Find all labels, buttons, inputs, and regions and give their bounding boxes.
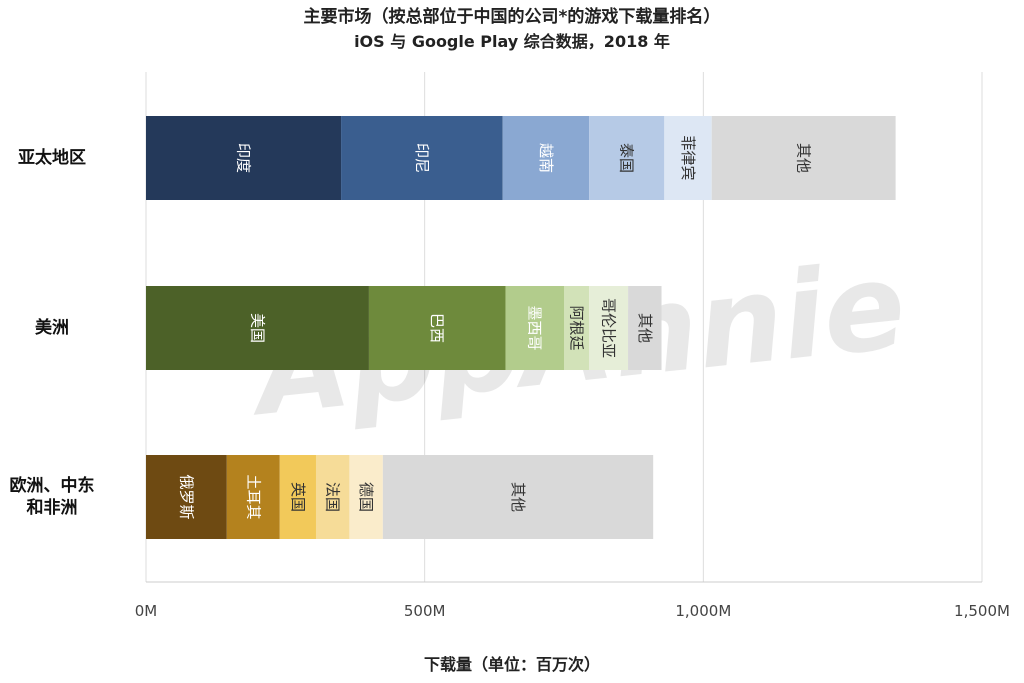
segment-label: 印度	[235, 143, 253, 173]
segment-label: 英国	[289, 482, 307, 512]
bar-segment	[368, 286, 506, 370]
segment-label: 德国	[357, 482, 375, 512]
bar-segment	[664, 116, 712, 200]
segment-label: 其他	[636, 313, 654, 343]
x-tick-label: 0M	[135, 602, 158, 620]
bar-segment	[146, 286, 369, 370]
bar-segment	[628, 286, 662, 370]
segment-label: 哥伦比亚	[600, 298, 618, 358]
x-tick-label: 1,000M	[675, 602, 731, 620]
bar-segment	[505, 286, 564, 370]
segment-label: 法国	[324, 482, 342, 512]
bar-segment	[589, 116, 665, 200]
chart-title: 主要市场（按总部位于中国的公司*的游戏下载量排名）	[304, 6, 721, 27]
category-label: 和非洲	[27, 497, 78, 518]
bar-segment	[146, 455, 227, 539]
bar-segment	[315, 455, 350, 539]
bar-segment	[589, 286, 629, 370]
category-label: 欧洲、中东	[10, 475, 95, 496]
bar-segment	[564, 286, 590, 370]
segment-label: 阿根廷	[568, 305, 586, 350]
x-axis-label: 下载量（单位：百万次）	[424, 655, 600, 674]
bar-segment	[382, 455, 654, 539]
segment-label: 越南	[537, 143, 555, 173]
segment-label: 美国	[248, 313, 266, 343]
segment-label: 印尼	[413, 143, 431, 173]
segment-label: 泰国	[618, 143, 636, 173]
segment-label: 巴西	[428, 313, 446, 343]
bar-segment	[226, 455, 280, 539]
segment-label: 俄罗斯	[177, 474, 195, 519]
segment-label: 其他	[795, 143, 813, 173]
segment-label: 墨西哥	[526, 305, 544, 350]
bar-segment	[349, 455, 383, 539]
segment-label: 菲律宾	[679, 135, 697, 180]
bar-segment	[711, 116, 896, 200]
segment-label: 土耳其	[244, 474, 262, 519]
bar-segment	[341, 116, 503, 200]
category-label: 亚太地区	[18, 147, 86, 168]
bar-segment	[279, 455, 316, 539]
x-tick-label: 500M	[404, 602, 446, 620]
segment-label: 其他	[509, 482, 527, 512]
bar-segment	[146, 116, 342, 200]
bar-segment	[502, 116, 590, 200]
chart-subtitle: iOS 与 Google Play 综合数据，2018 年	[354, 32, 670, 51]
category-label: 美洲	[35, 317, 69, 338]
x-tick-label: 1,500M	[954, 602, 1010, 620]
